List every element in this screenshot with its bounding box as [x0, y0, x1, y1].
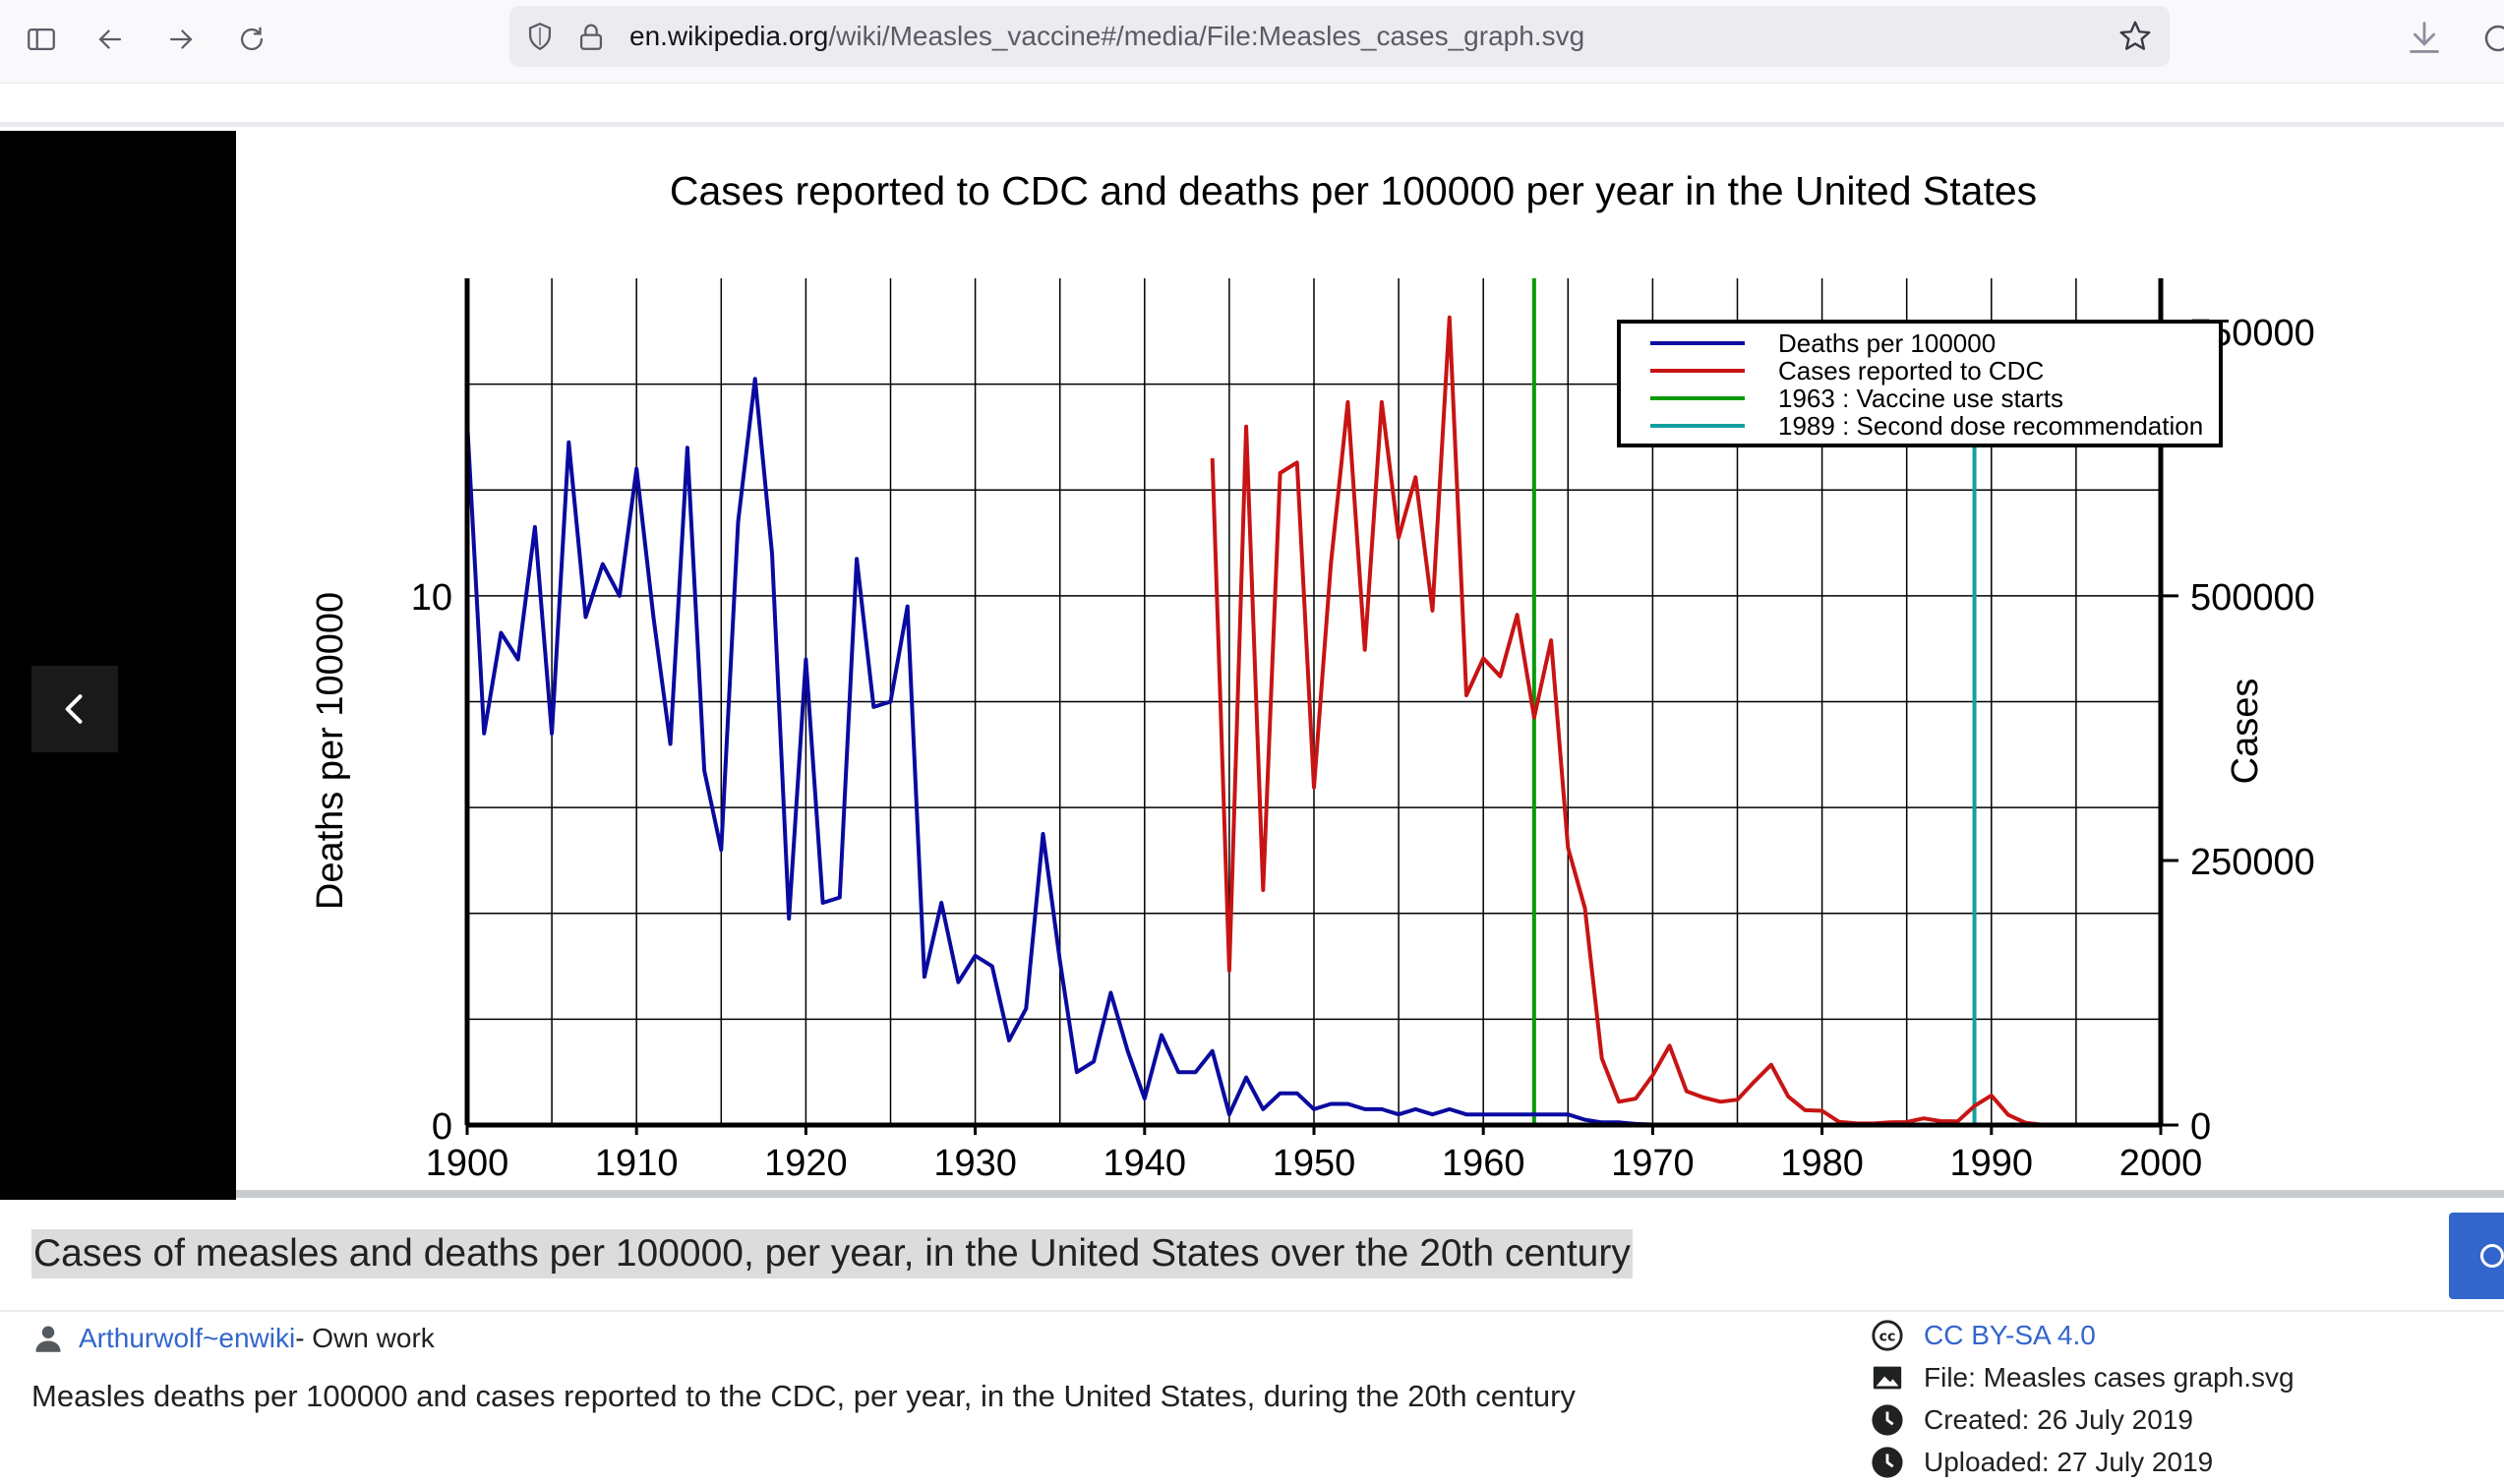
- star-icon[interactable]: [2116, 18, 2154, 55]
- svg-text:cc: cc: [1879, 1329, 1896, 1344]
- clock-icon: [1872, 1446, 1903, 1478]
- address-bar[interactable]: en.wikipedia.org/wiki/Measles_vaccine#/m…: [509, 6, 2170, 67]
- y-tick-label-left: 10: [411, 577, 452, 619]
- file-row: File: Measles cases graph.svg: [1871, 1356, 2295, 1398]
- chart-title: Cases reported to CDC and deaths per 100…: [670, 168, 2037, 213]
- created-date: Created: 26 July 2019: [1924, 1403, 2193, 1435]
- metadata-divider: [0, 1310, 2504, 1312]
- author-link[interactable]: Arthurwolf~enwiki: [79, 1323, 296, 1353]
- author-row: Arthurwolf~enwiki - Own work: [33, 1320, 435, 1357]
- uploaded-row: Uploaded: 27 July 2019: [1871, 1441, 2295, 1483]
- license-link[interactable]: CC BY-SA 4.0: [1924, 1319, 2096, 1350]
- cases-series-line: [1210, 315, 2043, 1127]
- author-suffix: - Own work: [295, 1323, 435, 1353]
- x-tick-label: 1950: [1273, 1143, 1356, 1184]
- extension-icon[interactable]: [2478, 16, 2504, 61]
- event-lines: [1531, 278, 1977, 1125]
- x-tick-label: 2000: [2119, 1143, 2203, 1184]
- x-tick-label: 1900: [426, 1143, 509, 1184]
- x-tick-label: 1990: [1950, 1143, 2034, 1184]
- legend-label: Cases reported to CDC: [1778, 356, 2044, 386]
- y-tick-label-right: 250000: [2190, 842, 2315, 883]
- x-tick-label: 1940: [1103, 1143, 1187, 1184]
- url-host: en.wikipedia.org: [629, 21, 829, 51]
- measles-chart: Cases reported to CDC and deaths per 100…: [310, 168, 2315, 1184]
- reload-icon[interactable]: [226, 14, 277, 65]
- chart-image: Cases reported to CDC and deaths per 100…: [236, 131, 2504, 1200]
- license-row: cc CC BY-SA 4.0: [1871, 1314, 2295, 1356]
- previous-image-button[interactable]: [31, 666, 118, 752]
- back-arrow-icon[interactable]: [85, 14, 136, 65]
- uploaded-date: Uploaded: 27 July 2019: [1924, 1446, 2214, 1477]
- x-tick-label: 1910: [595, 1143, 679, 1184]
- url-text[interactable]: en.wikipedia.org/wiki/Measles_vaccine#/m…: [629, 21, 1584, 52]
- x-tick-label: 1980: [1780, 1143, 1864, 1184]
- cc-license-icon: cc: [1872, 1319, 1903, 1351]
- deaths-series-line: [465, 377, 1653, 1127]
- y-axis-label-right: Cases: [2225, 679, 2266, 785]
- shield-icon[interactable]: [523, 20, 557, 53]
- viewer-left-panel: [0, 131, 236, 1200]
- y-tick-label-right: 500000: [2190, 577, 2315, 619]
- page-top-divider: [0, 122, 2504, 127]
- lock-icon[interactable]: [574, 20, 608, 53]
- download-icon[interactable]: [2402, 16, 2447, 61]
- file-metadata: cc CC BY-SA 4.0 File: Measles cases grap…: [1871, 1314, 2295, 1483]
- chart-series: [465, 315, 2043, 1127]
- viewer-bottom-divider: [236, 1190, 2504, 1198]
- user-icon: [35, 1326, 61, 1352]
- browser-toolbar: en.wikipedia.org/wiki/Measles_vaccine#/m…: [0, 0, 2504, 84]
- image-icon: [1873, 1366, 1902, 1389]
- details-button[interactable]: [2449, 1213, 2504, 1299]
- chevron-left-icon: [65, 694, 83, 724]
- image-caption: Cases of measles and deaths per 100000, …: [31, 1229, 1633, 1278]
- forward-arrow-icon[interactable]: [155, 14, 207, 65]
- legend-label: 1989 : Second dose recommendation: [1778, 411, 2203, 441]
- legend-label: 1963 : Vaccine use starts: [1778, 384, 2063, 413]
- legend-label: Deaths per 100000: [1778, 328, 1996, 358]
- created-row: Created: 26 July 2019: [1871, 1398, 2295, 1441]
- x-tick-label: 1930: [933, 1143, 1017, 1184]
- settings-icon: [2480, 1244, 2504, 1268]
- image-description: Measles deaths per 100000 and cases repo…: [31, 1379, 1576, 1413]
- clock-icon: [1872, 1403, 1903, 1436]
- sidebar-icon[interactable]: [16, 14, 67, 65]
- y-tick-label-left: 0: [432, 1106, 452, 1148]
- x-tick-label: 1920: [764, 1143, 848, 1184]
- y-axis-label-left: Deaths per 100000: [310, 592, 351, 910]
- x-axis-ticks: 1900 1910 1920 1930 1940 1950 1960 1970 1980 1990…: [426, 1143, 2203, 1184]
- file-name: File: Measles cases graph.svg: [1924, 1361, 2295, 1393]
- x-tick-label: 1970: [1611, 1143, 1695, 1184]
- url-path: /wiki/Measles_vaccine#/media/File:Measle…: [828, 21, 1585, 51]
- x-tick-label: 1960: [1442, 1143, 1525, 1184]
- y-tick-label-right: 0: [2190, 1106, 2211, 1148]
